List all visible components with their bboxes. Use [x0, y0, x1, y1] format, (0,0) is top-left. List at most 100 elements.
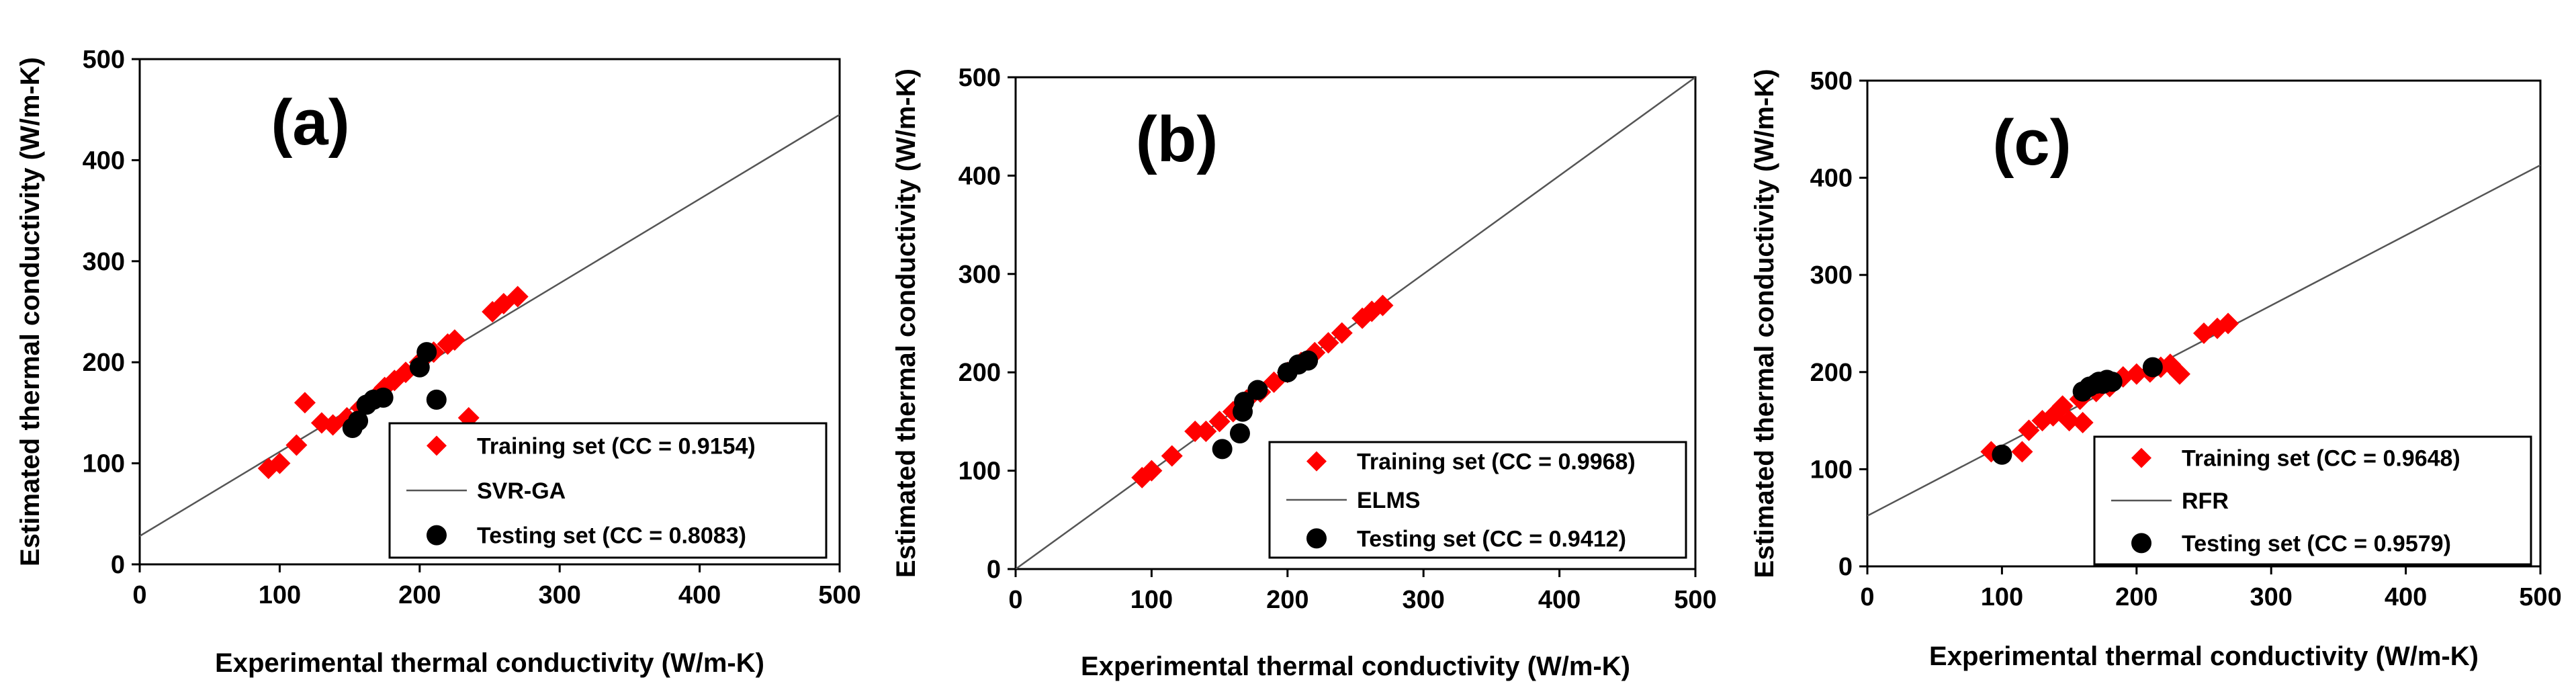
panel-b-y-axis-label: Estimated thermal conductivity (W/m-K) — [891, 69, 921, 578]
panel-b-x-tick-label: 500 — [1674, 586, 1716, 614]
panel-a: 0 100 200 300 400 500 0 100 200 300 400 500 Experime… — [15, 46, 861, 678]
panel-a-y-tick-label: 0 — [111, 551, 125, 579]
panel-b-x-tick-label: 300 — [1402, 586, 1444, 614]
panel-a-series-testing — [342, 342, 447, 438]
panel-c-y-tick-label: 200 — [1810, 359, 1853, 387]
panel-c-x-tick-label: 200 — [2115, 583, 2158, 611]
panel-c: 0 100 200 300 400 500 0 100 200 300 400 500 Experime… — [1750, 67, 2562, 671]
training-point — [443, 329, 465, 351]
training-point — [1161, 445, 1183, 467]
training-point — [2168, 363, 2190, 385]
panel-b-x-tick-label: 100 — [1130, 586, 1173, 614]
panel-a-legend: Training set (CC = 0.9154) SVR-GA Testing … — [388, 422, 828, 559]
training-point — [269, 452, 291, 474]
testing-point — [416, 342, 437, 363]
panel-b-series-testing — [1212, 350, 1319, 460]
training-point — [285, 434, 308, 456]
panel-b-y-tick-label: 500 — [959, 64, 1001, 92]
testing-point — [2142, 357, 2163, 378]
panel-a-x-tick-label: 0 — [132, 581, 146, 609]
panel-b-fit-line — [1016, 77, 1695, 569]
training-point — [2058, 410, 2080, 432]
panel-c-y-tick-label: 0 — [1838, 553, 1853, 581]
panel-c-y-tick-label: 100 — [1810, 456, 1853, 484]
legend-training-marker — [1306, 451, 1327, 472]
panel-c-y-tick-label: 400 — [1810, 165, 1853, 193]
testing-point — [426, 389, 447, 410]
training-point — [2125, 363, 2147, 385]
panel-c-x-tick-label: 300 — [2250, 583, 2292, 611]
panel-c-legend: Training set (CC = 0.9648) RFR Testing set… — [2093, 435, 2532, 566]
training-point — [2011, 441, 2033, 463]
training-point — [1208, 410, 1231, 433]
panel-b-y-tick-label: 300 — [959, 261, 1001, 289]
panel-b-y-tick-label: 200 — [959, 359, 1001, 387]
panel-c-x-tick-label: 500 — [2519, 583, 2561, 611]
legend-entry-label: Testing set (CC = 0.8083) — [477, 523, 746, 549]
testing-point — [1247, 380, 1268, 400]
panel-c-y-tick-label: 500 — [1810, 67, 1853, 95]
panel-b-y-tick-label: 100 — [959, 458, 1001, 486]
panel-b-legend: Training set (CC = 0.9968) ELMS Testing se… — [1268, 441, 1687, 559]
panel-c-x-axis-label: Experimental thermal conductivity (W/m-K… — [1929, 642, 2479, 671]
testing-point — [373, 387, 394, 408]
panel-b-x-tick-label: 0 — [1008, 586, 1022, 614]
panel-a-x-tick-label: 500 — [818, 581, 860, 609]
chart-panels: 0 100 200 300 400 500 0 100 200 300 400 500 Experime… — [15, 46, 2562, 681]
testing-point — [348, 410, 369, 431]
training-point — [1195, 421, 1217, 443]
panel-b-x-axis-label: Experimental thermal conductivity (W/m-K… — [1081, 652, 1630, 681]
panel-a-y-axis-label: Estimated thermal conductivity (W/m-K) — [15, 57, 45, 566]
training-point — [2217, 312, 2239, 335]
training-point — [1361, 300, 1383, 322]
training-point — [1184, 421, 1206, 443]
panel-a-x-tick-label: 200 — [398, 581, 441, 609]
legend-entry-label: SVR-GA — [477, 478, 566, 504]
training-point — [1141, 460, 1163, 482]
legend-testing-marker — [1306, 528, 1327, 549]
testing-point — [1234, 392, 1255, 413]
legend-entry-label: Training set (CC = 0.9968) — [1357, 449, 1636, 475]
panel-c-x-tick-label: 100 — [1981, 583, 2023, 611]
panel-a-y-tick-label: 300 — [83, 248, 125, 276]
panel-c-series-testing — [1992, 357, 2163, 465]
panel-b: 0 100 200 300 400 500 0 100 200 300 400 500 Experime… — [891, 64, 1717, 681]
panel-a-x-axis-label: Experimental thermal conductivity (W/m-K… — [215, 648, 764, 678]
legend-entry-label: RFR — [2182, 488, 2229, 514]
panel-b-y-tick-label: 400 — [959, 162, 1001, 190]
legend-testing-marker — [427, 525, 447, 546]
legend-training-marker — [427, 435, 447, 456]
training-point — [1372, 294, 1394, 316]
panel-a-x-tick-label: 300 — [538, 581, 580, 609]
panel-a-y-tick-label: 500 — [83, 46, 125, 74]
training-point — [506, 286, 529, 308]
legend-entry-label: Training set (CC = 0.9648) — [2182, 446, 2460, 472]
panel-a-x-tick-label: 100 — [259, 581, 301, 609]
testing-point — [1298, 350, 1319, 371]
panel-a-y-tick-label: 100 — [83, 450, 125, 478]
panel-a-plot-frame — [138, 58, 841, 566]
panel-a-y-tick-label: 400 — [83, 146, 125, 175]
testing-point — [2102, 372, 2123, 392]
panel-c-x-tick-label: 400 — [2385, 583, 2427, 611]
legend-entry-label: Testing set (CC = 0.9579) — [2182, 531, 2451, 556]
panel-b-plot-frame — [1014, 76, 1697, 570]
panel-a-x-tick-label: 400 — [678, 581, 721, 609]
panel-b-x-tick-label: 400 — [1538, 586, 1581, 614]
training-point — [294, 392, 316, 414]
panel-c-y-axis-label: Estimated thermal conductivity (W/m-K) — [1750, 69, 1779, 578]
training-point — [1317, 332, 1339, 354]
panel-c-panel-label: (c) — [1992, 107, 2071, 179]
panel-b-x-tick-label: 200 — [1266, 586, 1308, 614]
panel-a-panel-label: (a) — [271, 87, 349, 159]
legend-entry-label: ELMS — [1357, 488, 1420, 513]
legend-entry-label: Testing set (CC = 0.9412) — [1357, 526, 1626, 552]
testing-point — [1212, 439, 1233, 460]
panel-c-x-tick-label: 0 — [1860, 583, 1874, 611]
testing-point — [409, 357, 430, 378]
panel-b-y-tick-label: 0 — [987, 556, 1001, 584]
panel-c-y-tick-label: 300 — [1810, 261, 1853, 290]
training-point — [2072, 411, 2094, 433]
legend-training-marker — [2131, 447, 2151, 468]
